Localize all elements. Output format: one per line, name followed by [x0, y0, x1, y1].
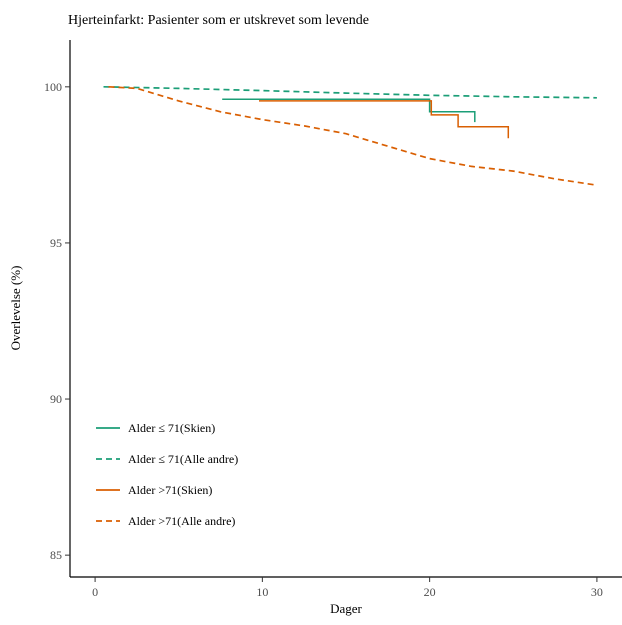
legend-label-2: Alder ≤ 71(Alle andre) — [128, 452, 238, 466]
x-axis-ticks: 0 10 20 30 — [92, 577, 603, 599]
plot-area — [103, 85, 598, 187]
x-axis-label: Dager — [330, 601, 362, 616]
x-tick-label: 0 — [92, 585, 98, 599]
legend: Alder ≤ 71(Skien) Alder ≤ 71(Alle andre) A… — [96, 421, 238, 528]
y-axis-label: Overlevelse (%) — [8, 266, 23, 351]
y-tick-label: 90 — [50, 392, 62, 406]
series-line-1 — [222, 98, 476, 123]
x-tick-label: 20 — [424, 585, 436, 599]
legend-label-4: Alder >71(Alle andre) — [128, 514, 235, 528]
y-tick-label: 100 — [44, 80, 62, 94]
series-line-4 — [108, 85, 598, 187]
legend-label-3: Alder >71(Skien) — [128, 483, 212, 497]
series-line-2 — [103, 85, 597, 99]
x-tick-label: 30 — [591, 585, 603, 599]
series-line-3 — [259, 100, 510, 139]
y-axis-ticks: 85 90 95 100 — [44, 80, 70, 562]
y-tick-label: 95 — [50, 236, 62, 250]
y-tick-label: 85 — [50, 548, 62, 562]
x-tick-label: 10 — [256, 585, 268, 599]
chart-title: Hjerteinfarkt: Pasienter som er utskreve… — [68, 13, 369, 28]
legend-label-1: Alder ≤ 71(Skien) — [128, 421, 215, 435]
